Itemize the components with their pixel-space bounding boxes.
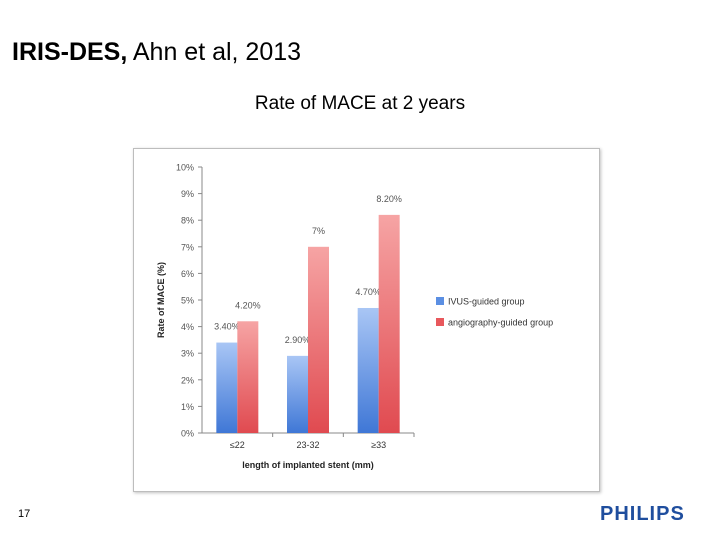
chart-frame: 0% 1% 2% 3% 4% 5% 6% 7% 8% 9% 10% Rate of MACE (%) ≤… (133, 148, 600, 492)
philips-logo: PHILIPS (600, 503, 685, 525)
y-tick-label: 9% (181, 189, 194, 199)
bar-angiography (237, 321, 259, 433)
bar-angiography (308, 246, 329, 433)
page-number: 17 (18, 508, 31, 520)
data-label: 4.20% (235, 300, 261, 310)
data-label: 4.70% (355, 287, 381, 297)
data-label: 8.20% (376, 194, 402, 204)
y-tick-label: 8% (181, 216, 194, 226)
legend-swatch (436, 318, 444, 326)
y-tick-label: 7% (181, 242, 194, 252)
x-tick-label: ≤22 (230, 440, 245, 450)
bar-ivus (216, 342, 238, 433)
y-axis-title: Rate of MACE (%) (156, 262, 166, 338)
y-tick-label: 2% (181, 375, 194, 385)
y-tick-label: 0% (181, 429, 194, 439)
y-tick-label: 1% (181, 402, 194, 412)
y-tick-label: 5% (181, 296, 194, 306)
bar-angiography (378, 214, 400, 433)
y-tick-label: 3% (181, 349, 194, 359)
chart-title: Rate of MACE at 2 years (254, 93, 466, 114)
y-tick-label: 6% (181, 269, 194, 279)
y-tick-label: 4% (181, 322, 194, 332)
legend-label: angiography-guided group (448, 318, 553, 328)
y-tick-label: 10% (176, 163, 194, 173)
slide-title-authors: Ahn et al, 2013 (127, 38, 302, 66)
bar-ivus (357, 307, 379, 433)
legend-swatch (436, 297, 444, 305)
bar-ivus (287, 355, 308, 433)
data-label: 3.40% (214, 322, 240, 332)
x-tick-label: 23-32 (296, 440, 319, 450)
data-label: 2.90% (285, 335, 311, 345)
x-axis-title: length of implanted stent (mm) (242, 460, 374, 470)
slide-title-study: IRIS-DES, (12, 38, 128, 66)
data-label: 7% (312, 226, 325, 236)
x-tick-label: ≥33 (371, 440, 386, 450)
slide-title: IRIS-DES, Ahn et al, 2013 (12, 38, 301, 67)
legend-label: IVUS-guided group (448, 297, 525, 307)
bar-chart: 0% 1% 2% 3% 4% 5% 6% 7% 8% 9% 10% Rate of MACE (%) ≤… (156, 163, 553, 471)
